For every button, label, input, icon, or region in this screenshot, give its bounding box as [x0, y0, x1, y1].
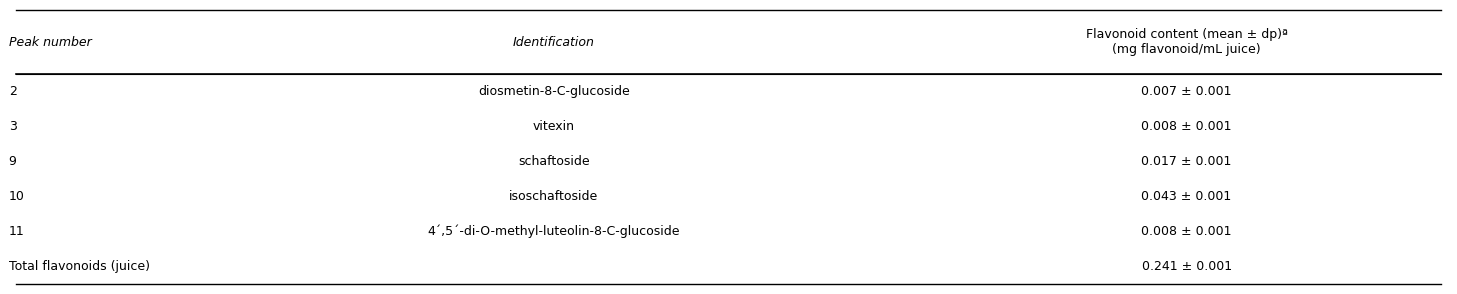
Text: 9: 9: [9, 155, 16, 168]
Text: 3: 3: [9, 120, 16, 133]
Text: 0.007 ± 0.001: 0.007 ± 0.001: [1141, 85, 1231, 98]
Text: 4´,5´-di-O-methyl-luteolin-8-C-glucoside: 4´,5´-di-O-methyl-luteolin-8-C-glucoside: [428, 225, 680, 238]
Text: 11: 11: [9, 225, 25, 238]
Text: Total flavonoids (juice): Total flavonoids (juice): [9, 260, 150, 273]
Text: 10: 10: [9, 190, 25, 203]
Text: 0.017 ± 0.001: 0.017 ± 0.001: [1141, 155, 1231, 168]
Text: Flavonoid content (mean ± dp)ª
(mg flavonoid/mL juice): Flavonoid content (mean ± dp)ª (mg flavo…: [1085, 28, 1288, 56]
Text: Identification: Identification: [513, 36, 594, 49]
Text: diosmetin-8-C-glucoside: diosmetin-8-C-glucoside: [478, 85, 629, 98]
Text: vitexin: vitexin: [533, 120, 576, 133]
Text: 0.008 ± 0.001: 0.008 ± 0.001: [1141, 225, 1231, 238]
Text: 0.241 ± 0.001: 0.241 ± 0.001: [1141, 260, 1231, 273]
Text: isoschaftoside: isoschaftoside: [510, 190, 599, 203]
Text: schaftoside: schaftoside: [519, 155, 590, 168]
Text: 2: 2: [9, 85, 16, 98]
Text: Peak number: Peak number: [9, 36, 92, 49]
Text: 0.008 ± 0.001: 0.008 ± 0.001: [1141, 120, 1231, 133]
Text: 0.043 ± 0.001: 0.043 ± 0.001: [1141, 190, 1231, 203]
